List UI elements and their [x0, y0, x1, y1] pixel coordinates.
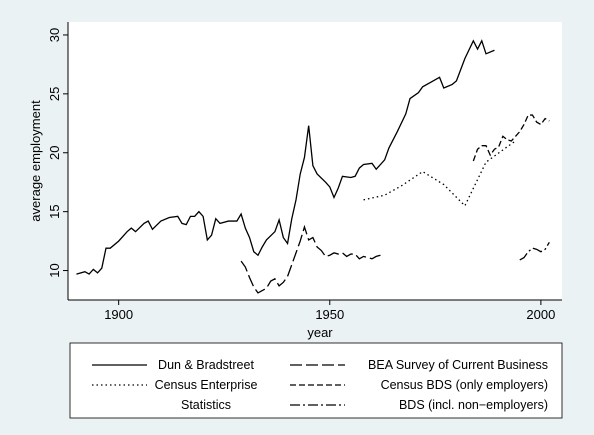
- legend-label: BEA Survey of Current Business: [368, 358, 548, 372]
- y-axis-label: average employment: [28, 100, 43, 222]
- x-tick-label: 1900: [104, 307, 133, 322]
- y-tick-label: 10: [47, 263, 62, 277]
- x-tick-label: 2000: [526, 307, 555, 322]
- series-line: [472, 114, 550, 162]
- series-line: [363, 140, 516, 207]
- legend-label: Census BDS (only employers): [380, 378, 548, 392]
- y-tick-label: 30: [47, 28, 62, 42]
- legend-label: BDS (incl. non−employers): [398, 398, 548, 412]
- series-line: [519, 241, 550, 261]
- series-line: [240, 224, 381, 294]
- legend-label: Census Enterprise Statistics: [154, 378, 258, 412]
- y-tick-label: 15: [47, 204, 62, 218]
- legend-label: Dun & Bradstreet: [158, 358, 254, 372]
- series-line: [76, 39, 495, 275]
- x-tick-label: 1950: [315, 307, 344, 322]
- y-tick-label: 20: [47, 146, 62, 160]
- x-axis-label: year: [307, 325, 333, 340]
- plot-area: [68, 22, 562, 300]
- y-tick-label: 25: [47, 87, 62, 101]
